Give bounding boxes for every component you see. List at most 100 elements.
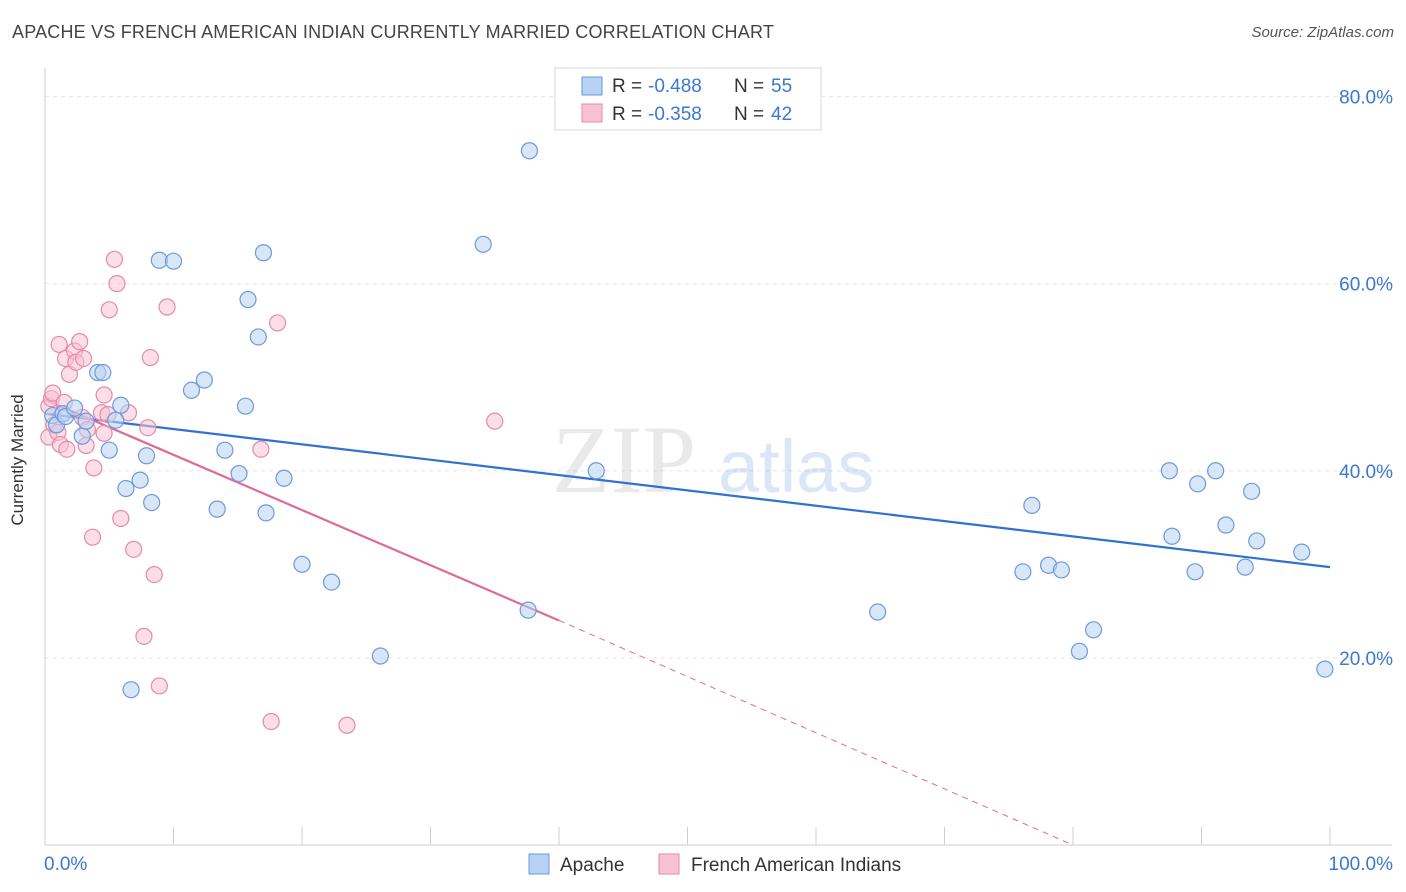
- apache-point: [1052, 561, 1071, 579]
- french-point: [108, 275, 126, 293]
- apache-point: [1014, 563, 1032, 581]
- apache-point: [1293, 543, 1311, 561]
- apache-trend-line: [44, 412, 1331, 569]
- apache-point: [112, 396, 130, 414]
- legend-bottom-swatch-apache: [528, 853, 550, 875]
- apache-point: [195, 371, 213, 389]
- french-trend-line: [44, 398, 560, 622]
- y-tick-label: 20.0%: [1339, 649, 1393, 670]
- watermark-zip: ZIP: [552, 406, 696, 513]
- apache-point: [587, 462, 605, 480]
- french-point: [58, 440, 76, 458]
- legend-r-label: R =: [612, 104, 642, 125]
- apache-point: [1023, 496, 1041, 514]
- legend-top: R = -0.488 N = 55 R = -0.358 N = 42: [554, 67, 822, 131]
- legend-bottom-apache: Apache: [560, 855, 624, 876]
- legend-n-label: N =: [734, 104, 764, 125]
- french-point: [112, 509, 130, 528]
- apache-point: [1084, 621, 1103, 639]
- legend-r-value: -0.488: [648, 76, 702, 97]
- apache-point: [107, 411, 125, 429]
- x-tick-label: 100.0%: [1329, 854, 1394, 875]
- french-point: [85, 459, 103, 477]
- french-point: [262, 712, 280, 731]
- french-point: [74, 349, 93, 368]
- apache-point: [236, 397, 255, 415]
- apache-point: [143, 493, 161, 512]
- apache-point: [1217, 516, 1235, 534]
- french-point: [95, 424, 113, 442]
- legend-swatch-french: [581, 103, 603, 123]
- apache-point: [208, 500, 226, 518]
- apache-point: [249, 328, 267, 346]
- data-points: [40, 142, 1334, 734]
- apache-point: [293, 555, 311, 573]
- apache-point: [77, 412, 95, 430]
- french-point: [268, 314, 287, 332]
- legend-r-label: R =: [612, 76, 642, 97]
- apache-point: [1207, 462, 1225, 480]
- french-point: [139, 419, 157, 437]
- french-point: [95, 386, 113, 404]
- axes: [44, 68, 1392, 846]
- legend-n-value: 42: [771, 104, 792, 125]
- apache-point: [122, 681, 140, 699]
- apache-point: [1186, 563, 1204, 581]
- apache-point: [1243, 482, 1261, 500]
- french-trend-extension: [558, 619, 1074, 846]
- apache-point: [239, 290, 257, 309]
- legend-n-value: 55: [771, 76, 792, 97]
- apache-point: [1163, 527, 1181, 545]
- french-point: [44, 384, 62, 402]
- french-point: [125, 540, 143, 558]
- x-tick-label: 0.0%: [44, 854, 87, 875]
- apache-point: [164, 252, 183, 270]
- french-point: [145, 566, 163, 584]
- french-point: [135, 627, 153, 645]
- apache-point: [100, 441, 118, 459]
- french-point: [141, 348, 159, 367]
- legend-bottom: Apache French American Indians: [528, 853, 901, 876]
- y-tick-label: 60.0%: [1339, 275, 1393, 296]
- apache-point: [1236, 558, 1254, 576]
- watermark: ZIP atlas: [552, 406, 874, 513]
- apache-point: [519, 601, 537, 619]
- apache-point: [257, 504, 275, 522]
- apache-point: [182, 381, 201, 399]
- french-point: [71, 333, 89, 351]
- apache-point: [94, 363, 112, 382]
- legend-r-value: -0.358: [648, 104, 702, 125]
- legend-swatch-apache: [581, 76, 603, 96]
- french-point: [486, 412, 504, 430]
- legend-n-label: N =: [734, 76, 764, 97]
- apache-point: [117, 479, 135, 498]
- french-point: [100, 301, 118, 319]
- apache-point: [73, 427, 91, 445]
- apache-point: [65, 399, 84, 417]
- apache-point: [254, 244, 273, 262]
- french-point: [83, 528, 102, 546]
- y-tick-label: 80.0%: [1339, 88, 1393, 109]
- french-point: [150, 677, 168, 695]
- apache-point: [216, 441, 234, 459]
- chart-title: APACHE VS FRENCH AMERICAN INDIAN CURRENT…: [12, 22, 775, 42]
- apache-point: [230, 464, 248, 483]
- y-tick-labels: 20.0% 40.0% 60.0% 80.0%: [1339, 88, 1393, 670]
- legend-bottom-french: French American Indians: [691, 855, 901, 876]
- apache-point: [520, 142, 539, 160]
- y-tick-label: 40.0%: [1339, 462, 1393, 483]
- trend-lines: [44, 398, 1331, 846]
- watermark-atlas: atlas: [718, 425, 874, 508]
- apache-point: [371, 647, 389, 665]
- french-point: [158, 298, 176, 316]
- apache-point: [1160, 462, 1178, 480]
- apache-point: [1070, 642, 1089, 660]
- source-label: Source: ZipAtlas.com: [1251, 24, 1394, 41]
- french-point: [338, 716, 356, 734]
- apache-point: [137, 447, 156, 465]
- french-point: [105, 250, 123, 268]
- apache-point: [131, 471, 149, 489]
- apache-point: [1189, 475, 1207, 493]
- apache-point: [322, 573, 341, 591]
